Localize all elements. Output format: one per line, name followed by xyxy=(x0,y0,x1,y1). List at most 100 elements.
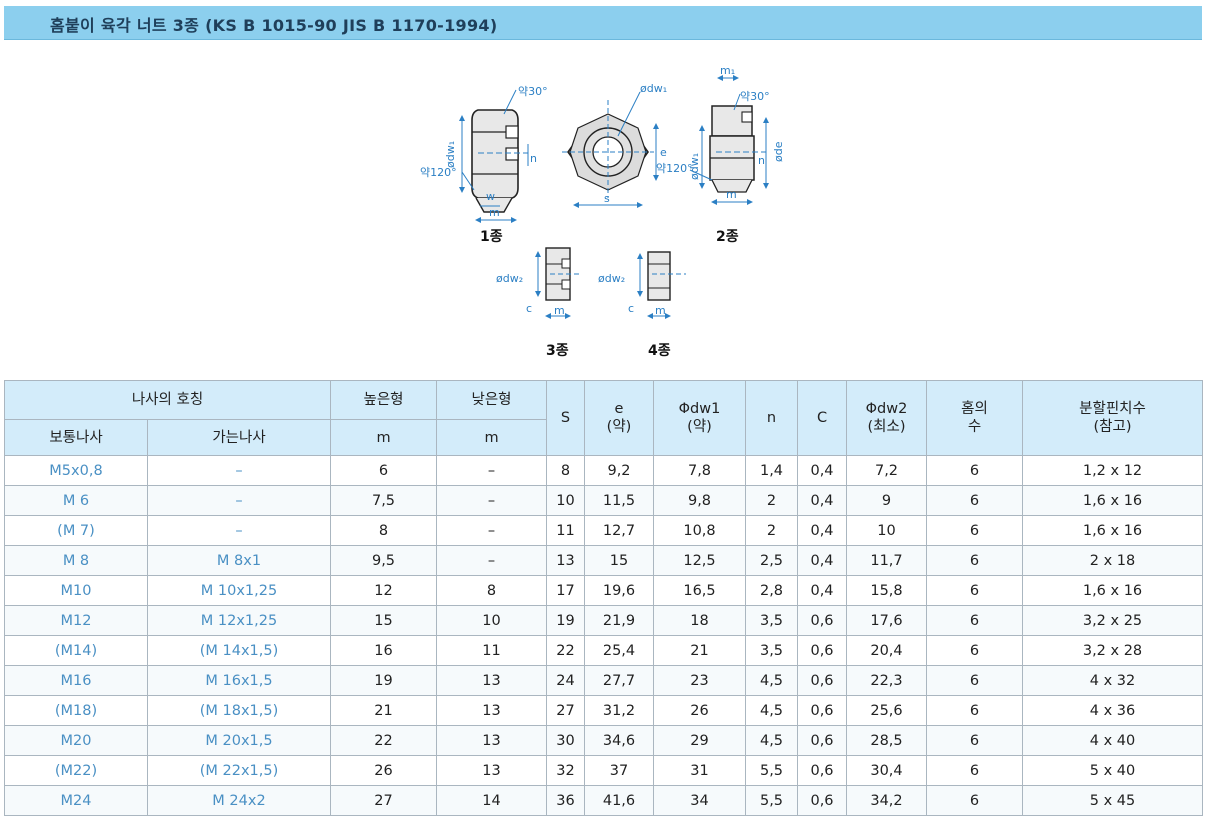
spec-table: 나사의 호칭 높은형 낮은형 S e (약) Φdw1 (약) n C Φdw2 (최… xyxy=(4,380,1203,816)
type1-angle120-label: 약120° xyxy=(420,165,457,179)
front-hex-view: ødw₁ e s xyxy=(562,82,667,208)
cell-high-m: 8 xyxy=(330,515,437,546)
cell-low-m: – xyxy=(436,515,547,546)
cell-dw2: 25,6 xyxy=(846,695,927,726)
cell-dw2: 20,4 xyxy=(846,635,927,666)
cell-dw1: 12,5 xyxy=(653,545,746,576)
cell-coarse-thread: (M18) xyxy=(4,695,148,726)
cell-hole-count: 6 xyxy=(926,725,1023,756)
table-row: M5x0,8–6–8 9,2 7,8 1,4 0,4 7,2 6 1,2 x 12 xyxy=(4,455,1203,486)
cell-dw1: 34 xyxy=(653,785,746,816)
cell-c: 0,6 xyxy=(797,605,847,636)
cell-coarse-thread: M 8 xyxy=(4,545,148,576)
cell-hole-count: 6 xyxy=(926,605,1023,636)
type2-n-label: n xyxy=(758,154,765,167)
header-hole-count: 홈의 수 xyxy=(926,380,1023,456)
cell-s: 8 xyxy=(546,455,585,486)
cell-c: 0,6 xyxy=(797,725,847,756)
type4-side-view: ødw₂ c m xyxy=(598,251,686,319)
cell-split-pin: 5 x 40 xyxy=(1022,755,1203,786)
cell-fine-thread: (M 22x1,5) xyxy=(147,755,331,786)
cell-n: 2,5 xyxy=(745,545,798,576)
cell-e: 15 xyxy=(584,545,654,576)
cell-s: 22 xyxy=(546,635,585,666)
cell-split-pin: 4 x 40 xyxy=(1022,725,1203,756)
cell-low-m: – xyxy=(436,545,547,576)
cell-s: 32 xyxy=(546,755,585,786)
cell-high-m: 16 xyxy=(330,635,437,666)
cell-c: 0,4 xyxy=(797,485,847,516)
cell-high-m: 7,5 xyxy=(330,485,437,516)
front-s-label: s xyxy=(604,192,610,205)
cell-e: 25,4 xyxy=(584,635,654,666)
cell-low-m: 13 xyxy=(436,725,547,756)
cell-fine-thread: – xyxy=(147,455,331,486)
type1-m-label: m xyxy=(489,206,500,219)
cell-dw2: 10 xyxy=(846,515,927,546)
cell-fine-thread: M 24x2 xyxy=(147,785,331,816)
cell-s: 13 xyxy=(546,545,585,576)
cell-e: 34,6 xyxy=(584,725,654,756)
cell-s: 10 xyxy=(546,485,585,516)
cell-low-m: – xyxy=(436,485,547,516)
cell-e: 41,6 xyxy=(584,785,654,816)
cell-n: 2,8 xyxy=(745,575,798,606)
type2-dw1-label: ødw₁ xyxy=(688,153,701,180)
header-coarse-thread: 보통나사 xyxy=(4,419,148,456)
cell-c: 0,4 xyxy=(797,575,847,606)
cell-fine-thread: M 16x1,5 xyxy=(147,665,331,696)
type2-m1-label: m₁ xyxy=(720,64,735,77)
cell-split-pin: 4 x 36 xyxy=(1022,695,1203,726)
cell-coarse-thread: M 6 xyxy=(4,485,148,516)
header-n: n xyxy=(745,380,798,456)
cell-hole-count: 6 xyxy=(926,695,1023,726)
type3-side-view: ødw₂ c m xyxy=(496,247,580,319)
cell-dw2: 34,2 xyxy=(846,785,927,816)
cell-s: 17 xyxy=(546,575,585,606)
cell-high-m: 22 xyxy=(330,725,437,756)
cell-c: 0,6 xyxy=(797,695,847,726)
type1-angle30-label: 약30° xyxy=(518,84,548,98)
type1-n-label: n xyxy=(530,152,537,165)
type2-angle120-label: 약120° xyxy=(656,161,693,175)
cell-high-m: 12 xyxy=(330,575,437,606)
header-low-type: 낮은형 xyxy=(436,380,547,420)
cell-low-m: 11 xyxy=(436,635,547,666)
cell-e: 37 xyxy=(584,755,654,786)
header-high-m: m xyxy=(330,419,437,456)
cell-hole-count: 6 xyxy=(926,755,1023,786)
table-row: M16 M 16x1,5 19 13 24 27,7 23 4,5 0,6 22,3 6 4 x 32 xyxy=(4,665,1203,696)
cell-dw1: 31 xyxy=(653,755,746,786)
front-e-label: e xyxy=(660,146,667,159)
cell-low-m: 14 xyxy=(436,785,547,816)
cell-fine-thread: M 10x1,25 xyxy=(147,575,331,606)
cell-dw1: 26 xyxy=(653,695,746,726)
page-title: 홈붙이 육각 너트 3종 (KS B 1015-90 JIS B 1170-19… xyxy=(50,16,498,35)
cell-n: 2 xyxy=(745,485,798,516)
type2-de-label: øde xyxy=(772,141,785,162)
cell-coarse-thread: M16 xyxy=(4,665,148,696)
type1-caption: 1종 xyxy=(480,229,503,245)
cell-c: 0,4 xyxy=(797,455,847,486)
header-dw1: Φdw1 (약) xyxy=(653,380,746,456)
cell-hole-count: 6 xyxy=(926,455,1023,486)
table-row: M 6–7,5–10 11,5 9,8 2 0,4 9 6 1,6 x 16 xyxy=(4,485,1203,516)
cell-split-pin: 2 x 18 xyxy=(1022,545,1203,576)
cell-fine-thread: – xyxy=(147,515,331,546)
front-dw1-label: ødw₁ xyxy=(640,82,667,95)
table-row: (M 7) –8–11 12,7 10,8 2 0,4 10 6 1,6 x 16 xyxy=(4,515,1203,546)
cell-s: 24 xyxy=(546,665,585,696)
header-fine-thread: 가는나사 xyxy=(147,419,331,456)
cell-c: 0,6 xyxy=(797,665,847,696)
cell-dw1: 7,8 xyxy=(653,455,746,486)
cell-c: 0,6 xyxy=(797,635,847,666)
cell-fine-thread: M 8x1 xyxy=(147,545,331,576)
type4-c-label: c xyxy=(628,302,634,315)
cell-coarse-thread: (M 7) xyxy=(4,515,148,546)
cell-split-pin: 1,6 x 16 xyxy=(1022,575,1203,606)
header-c: C xyxy=(797,380,847,456)
table-row: M20 M 20x1,5 22 13 30 34,6 29 4,5 0,6 28,5 6 4 x 40 xyxy=(4,725,1203,756)
type4-dw2-label: ødw₂ xyxy=(598,272,625,285)
header-dw2: Φdw2 (최소) xyxy=(846,380,927,456)
header-split-pin: 분할핀치수 (참고) xyxy=(1022,380,1203,456)
